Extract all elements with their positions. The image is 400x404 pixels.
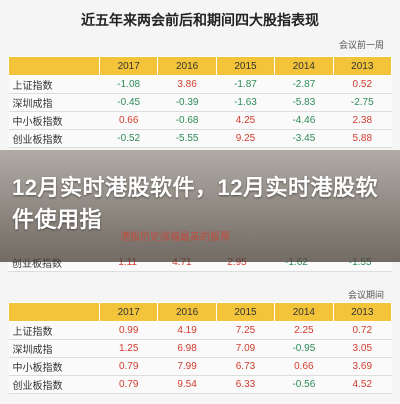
table-row: 中小板指数 0.66 -0.68 4.25 -4.46 2.38 (8, 111, 392, 130)
table-row: 深圳成指 -0.45 -0.39 -1.63 -5.83 -2.75 (8, 93, 392, 112)
caption-week-before: 会议前一周 (338, 40, 384, 50)
table-row: 深圳成指 1.25 6.98 7.09 -0.95 3.05 (8, 339, 392, 358)
table-header-row: 2017 2016 2015 2014 2013 (8, 302, 393, 322)
title-overlay-band (0, 150, 400, 262)
overlay-headline: 12月实时港股软件，12月实时港股软件使用指 (12, 175, 378, 232)
year-header: 2013 (332, 302, 393, 322)
index-table-week-before: 2017 2016 2015 2014 2013 上证指数 -1.08 3.86… (8, 56, 393, 148)
year-header: 2016 (157, 56, 217, 76)
table-row: 创业板指数 0.79 9.54 6.33 -0.56 4.52 (8, 375, 392, 394)
table-row: 中小板指数 0.79 7.99 6.73 0.66 3.69 (8, 357, 392, 376)
overlay-subtext: 港股历史涨幅最高的股票 (120, 232, 230, 243)
caption-during-meeting: 会议期间 (347, 290, 384, 300)
year-header: 2015 (215, 56, 276, 76)
index-table-during: 2017 2016 2015 2014 2013 上证指数 0.99 4.19 … (8, 302, 393, 394)
table-header-row: 2017 2016 2015 2014 2013 (8, 56, 393, 76)
year-header: 2017 (98, 302, 159, 322)
year-header: 2014 (274, 56, 334, 76)
chart-title: 近五年来两会前后和期间四大股指表现 (81, 12, 319, 28)
table-row: 创业板指数 -0.52 -5.55 9.25 -3.45 5.88 (8, 129, 392, 148)
year-header: 2016 (157, 302, 217, 322)
table-row: 上证指数 0.99 4.19 7.25 2.25 0.72 (8, 321, 392, 340)
year-header: 2017 (98, 56, 159, 76)
year-header: 2015 (215, 302, 276, 322)
table-row: 上证指数 -1.08 3.86 -1.87 -2.87 0.52 (8, 75, 392, 94)
year-header: 2013 (332, 56, 393, 76)
year-header: 2014 (274, 302, 334, 322)
